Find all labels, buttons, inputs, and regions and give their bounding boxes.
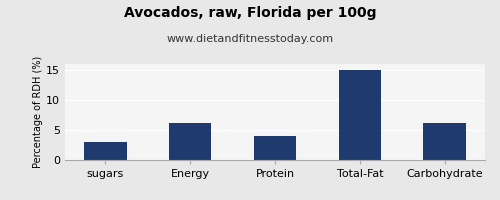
Bar: [338, 70, 381, 160]
Bar: [169, 123, 212, 160]
Y-axis label: Percentage of RDH (%): Percentage of RDH (%): [34, 56, 43, 168]
Text: www.dietandfitnesstoday.com: www.dietandfitnesstoday.com: [166, 34, 334, 44]
Bar: [424, 123, 466, 160]
Bar: [84, 142, 126, 160]
Bar: [254, 136, 296, 160]
Text: Avocados, raw, Florida per 100g: Avocados, raw, Florida per 100g: [124, 6, 376, 20]
